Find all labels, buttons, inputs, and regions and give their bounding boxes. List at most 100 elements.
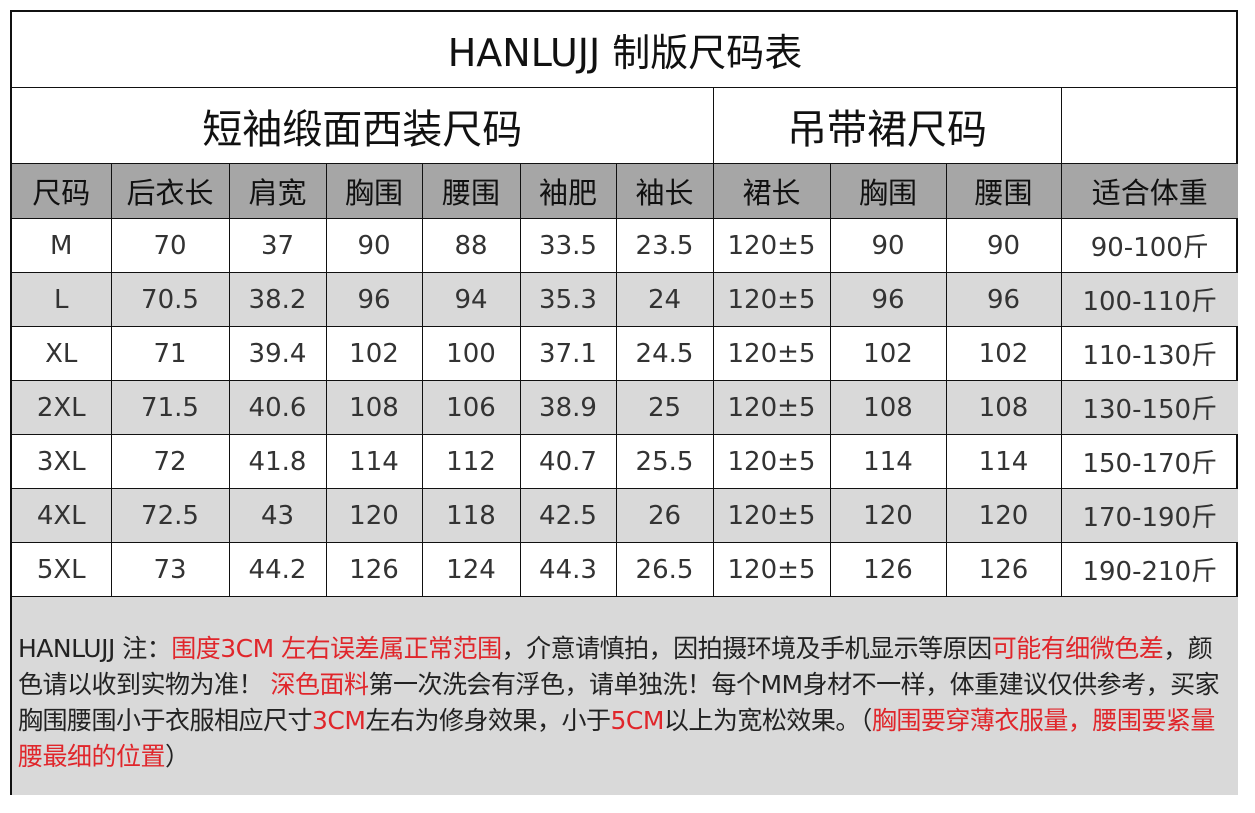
table-cell: 100-110斤 — [1060, 272, 1239, 327]
table-cell: 118 — [421, 488, 521, 543]
table-row: 5XL 73 44.2 126 124 44.3 26.5 120±5 126 126 190-21… — [12, 542, 1239, 597]
note-highlight: 深色面料 — [270, 670, 369, 699]
table-cell: 150-170斤 — [1060, 434, 1239, 489]
note-text: ，颜色请以收到实物为准！ — [18, 634, 1213, 699]
table-cell: 114 — [945, 434, 1062, 489]
table-cell: L — [12, 272, 112, 327]
note-text: HANLUJJ 注： — [18, 634, 172, 663]
table-cell: 26 — [615, 488, 714, 543]
column-header: 腰围 — [945, 163, 1062, 219]
table-cell: 120 — [829, 488, 947, 543]
table-cell: 120±5 — [712, 542, 831, 597]
section-suit: 短袖缎面西装尺码 — [12, 87, 714, 164]
table-cell: 35.3 — [519, 272, 617, 327]
table-cell: 110-130斤 — [1060, 326, 1239, 381]
table-cell: 24 — [615, 272, 714, 327]
table-cell: 44.3 — [519, 542, 617, 597]
table-cell: 40.6 — [228, 380, 327, 435]
notes: HANLUJJ 注：围度3CM 左右误差属正常范围，介意请慎拍，因拍摄环境及手机… — [12, 597, 1238, 795]
table-cell: 70.5 — [110, 272, 230, 327]
table-cell: 102 — [945, 326, 1062, 381]
table-cell: 37 — [228, 218, 327, 273]
note-highlight: 5CM — [610, 706, 664, 735]
table-cell: 2XL — [12, 380, 112, 435]
table-cell: 114 — [829, 434, 947, 489]
column-header: 胸围 — [829, 163, 947, 219]
table-cell: 5XL — [12, 542, 112, 597]
table-cell: 96 — [325, 272, 423, 327]
table-cell: 96 — [945, 272, 1062, 327]
table-cell: 124 — [421, 542, 521, 597]
table-cell: 120±5 — [712, 434, 831, 489]
table-cell: 88 — [421, 218, 521, 273]
table-cell: 102 — [325, 326, 423, 381]
table-cell: 94 — [421, 272, 521, 327]
table-cell: 71 — [110, 326, 230, 381]
note-highlight: 胸围要穿薄衣服量，腰围要紧量腰最细的位置 — [18, 706, 1215, 771]
column-header: 袖肥 — [519, 163, 617, 219]
table-cell: 24.5 — [615, 326, 714, 381]
table-cell: 38.2 — [228, 272, 327, 327]
size-table: HANLUJJ 制版尺码表 短袖缎面西装尺码 吊带裙尺码 尺码 后衣长 肩宽 胸围 腰围… — [12, 12, 1239, 597]
table-cell: 190-210斤 — [1060, 542, 1239, 597]
table-cell: 106 — [421, 380, 521, 435]
table-cell: 90-100斤 — [1060, 218, 1239, 273]
table-cell: 37.1 — [519, 326, 617, 381]
table-cell: M — [12, 218, 112, 273]
table-cell: 43 — [228, 488, 327, 543]
table-cell: 130-150斤 — [1060, 380, 1239, 435]
table-row: XL 71 39.4 102 100 37.1 24.5 120±5 102 102 110-130… — [12, 326, 1239, 381]
table-cell: 25.5 — [615, 434, 714, 489]
table-cell: 102 — [829, 326, 947, 381]
table-cell: 108 — [829, 380, 947, 435]
table-cell: 90 — [945, 218, 1062, 273]
table-cell: 39.4 — [228, 326, 327, 381]
column-header: 后衣长 — [110, 163, 230, 219]
table-cell: 120±5 — [712, 326, 831, 381]
table-cell: 120 — [325, 488, 423, 543]
table-cell: 108 — [325, 380, 423, 435]
table-cell: 25 — [615, 380, 714, 435]
note-text: ，介意请慎拍，因拍摄环境及手机显示等原因 — [501, 634, 993, 663]
column-header: 裙长 — [712, 163, 831, 219]
note-highlight: 3CM — [312, 706, 366, 735]
table-cell: 33.5 — [519, 218, 617, 273]
table-cell: 72 — [110, 434, 230, 489]
table-cell: 44.2 — [228, 542, 327, 597]
table-cell: 90 — [325, 218, 423, 273]
table-cell: 38.9 — [519, 380, 617, 435]
size-chart: HANLUJJ 制版尺码表 短袖缎面西装尺码 吊带裙尺码 尺码 后衣长 肩宽 胸围 腰围… — [10, 10, 1239, 795]
table-row: 2XL 71.5 40.6 108 106 38.9 25 120±5 108 108 130-15… — [12, 380, 1239, 435]
section-blank — [1060, 87, 1239, 164]
table-cell: 126 — [945, 542, 1062, 597]
table-cell: 96 — [829, 272, 947, 327]
table-cell: 41.8 — [228, 434, 327, 489]
table-cell: 72.5 — [110, 488, 230, 543]
table-cell: 71.5 — [110, 380, 230, 435]
table-cell: 26.5 — [615, 542, 714, 597]
note-text: 左右为修身效果，小于 — [365, 706, 611, 735]
table-cell: 120±5 — [712, 218, 831, 273]
table-cell: 4XL — [12, 488, 112, 543]
column-header: 胸围 — [325, 163, 423, 219]
note-text: 以上为宽松效果。（ — [663, 706, 873, 735]
section-skirt: 吊带裙尺码 — [712, 87, 1062, 164]
note-highlight: 围度3CM 左右误差属正常范围 — [171, 634, 502, 663]
table-cell: XL — [12, 326, 112, 381]
column-header: 腰围 — [421, 163, 521, 219]
table-cell: 170-190斤 — [1060, 488, 1239, 543]
table-cell: 114 — [325, 434, 423, 489]
table-cell: 90 — [829, 218, 947, 273]
table-cell: 126 — [829, 542, 947, 597]
table-cell: 108 — [945, 380, 1062, 435]
column-header: 袖长 — [615, 163, 714, 219]
table-cell: 23.5 — [615, 218, 714, 273]
table-row: 4XL 72.5 43 120 118 42.5 26 120±5 120 120 170-190斤 — [12, 488, 1239, 543]
column-header: 肩宽 — [228, 163, 327, 219]
table-row: 3XL 72 41.8 114 112 40.7 25.5 120±5 114 114 150-17… — [12, 434, 1239, 489]
table-row: M 70 37 90 88 33.5 23.5 120±5 90 90 90-100斤 — [12, 218, 1239, 273]
chart-title: HANLUJJ 制版尺码表 — [12, 12, 1239, 88]
note-text: ） — [165, 742, 190, 771]
table-cell: 120 — [945, 488, 1062, 543]
table-cell: 112 — [421, 434, 521, 489]
